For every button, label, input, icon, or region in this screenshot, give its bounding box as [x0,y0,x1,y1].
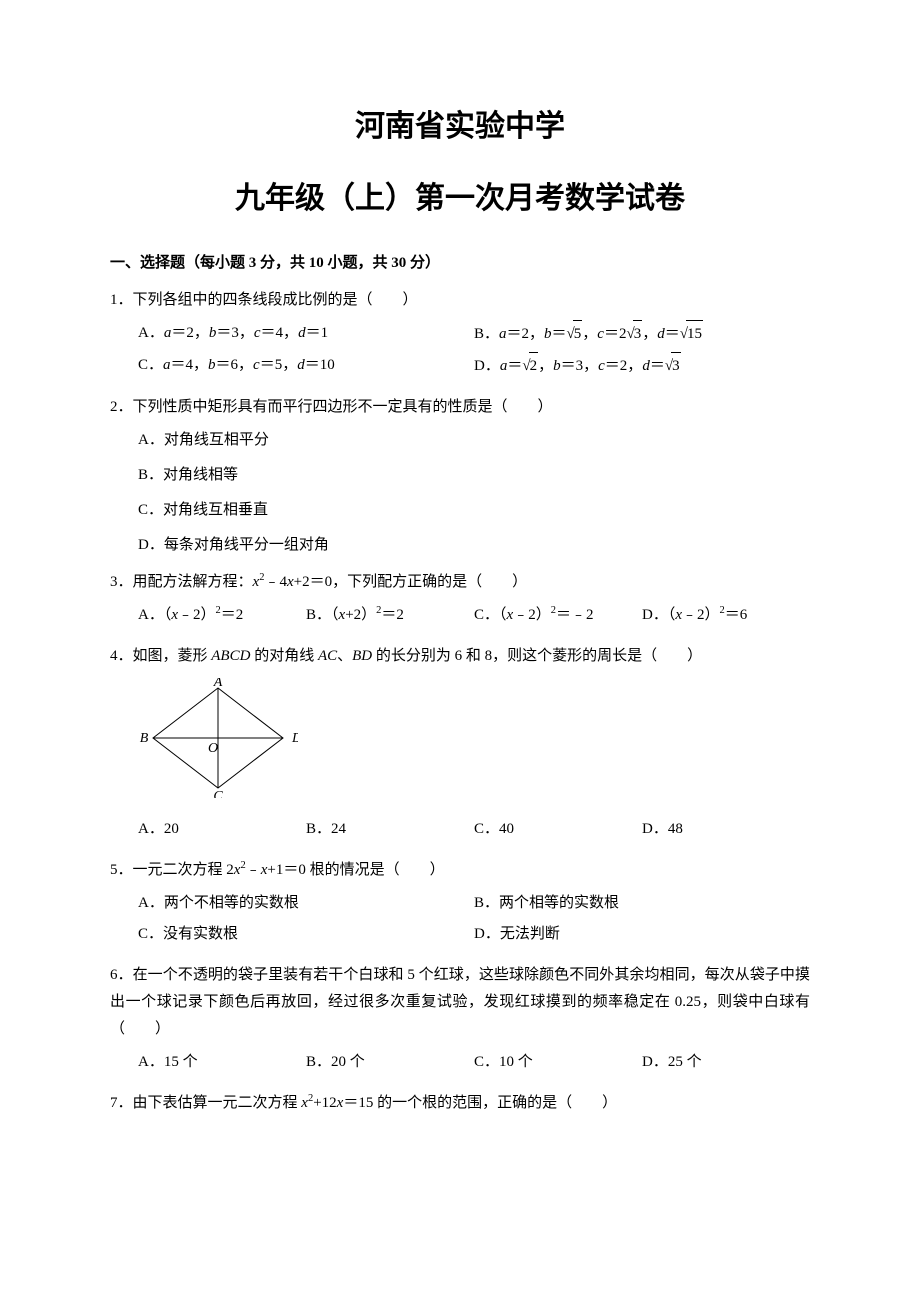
q4-option-d: D．48 [642,816,810,843]
question-1: 1．下列各组中的四条线段成比例的是（ ） A．a＝2，b＝3，c＝4，d＝1 B… [110,287,810,384]
q5-option-c: C．没有实数根 [138,921,474,948]
section-header: 一、选择题（每小题 3 分，共 10 小题，共 30 分） [110,250,810,277]
label-C: C [213,789,223,798]
q5-option-b: B．两个相等的实数根 [474,890,810,917]
q3-option-b: B．（x+2）2＝2 [306,602,474,629]
question-4: 4．如图，菱形 ABCD 的对角线 AC、BD 的长分别为 6 和 8，则这个菱… [110,643,810,847]
q1-option-d: D．a＝2，b＝3，c＝2，d＝3 [474,352,810,380]
q2-option-d: D．每条对角线平分一组对角 [138,532,810,559]
q5-option-d: D．无法判断 [474,921,810,948]
q3-stem: 3．用配方法解方程：x2﹣4x+2＝0，下列配方正确的是（ ） [110,569,810,596]
title-main: 河南省实验中学 [110,100,810,154]
q6-option-b: B．20 个 [306,1049,474,1076]
q4-option-a: A．20 [138,816,306,843]
question-2: 2．下列性质中矩形具有而平行四边形不一定具有的性质是（ ） A．对角线互相平分 … [110,394,810,559]
q4-option-b: B．24 [306,816,474,843]
q3-option-a: A．（x﹣2）2＝2 [138,602,306,629]
q4-rhombus-figure: A B C D O [110,678,810,808]
q4-stem: 4．如图，菱形 ABCD 的对角线 AC、BD 的长分别为 6 和 8，则这个菱… [110,643,810,670]
q1-option-c: C．a＝4，b＝6，c＝5，d＝10 [138,352,474,380]
q1-option-a: A．a＝2，b＝3，c＝4，d＝1 [138,320,474,348]
q6-stem: 6．在一个不透明的袋子里装有若干个白球和 5 个红球，这些球除颜色不同外其余均相… [110,962,810,1043]
q6-option-d: D．25 个 [642,1049,810,1076]
q2-option-c: C．对角线互相垂直 [138,497,810,524]
q1-option-b: B．a＝2，b＝5，c＝23，d＝15 [474,320,810,348]
q3-option-d: D．（x﹣2）2＝6 [642,602,810,629]
label-D: D [291,731,298,746]
question-6: 6．在一个不透明的袋子里装有若干个白球和 5 个红球，这些球除颜色不同外其余均相… [110,962,810,1080]
question-7: 7．由下表估算一元二次方程 x2+12x＝15 的一个根的范围，正确的是（ ） [110,1090,810,1117]
q7-stem: 7．由下表估算一元二次方程 x2+12x＝15 的一个根的范围，正确的是（ ） [110,1090,810,1117]
q6-option-a: A．15 个 [138,1049,306,1076]
q3-option-c: C．（x﹣2）2＝﹣2 [474,602,642,629]
title-sub: 九年级（上）第一次月考数学试卷 [110,172,810,226]
q5-stem: 5．一元二次方程 2x2﹣x+1＝0 根的情况是（ ） [110,857,810,884]
q2-option-b: B．对角线相等 [138,462,810,489]
q2-stem: 2．下列性质中矩形具有而平行四边形不一定具有的性质是（ ） [110,394,810,421]
q6-option-c: C．10 个 [474,1049,642,1076]
q4-option-c: C．40 [474,816,642,843]
label-B: B [140,731,149,746]
question-5: 5．一元二次方程 2x2﹣x+1＝0 根的情况是（ ） A．两个不相等的实数根 … [110,857,810,952]
q5-option-a: A．两个不相等的实数根 [138,890,474,917]
q1-stem: 1．下列各组中的四条线段成比例的是（ ） [110,287,810,314]
question-3: 3．用配方法解方程：x2﹣4x+2＝0，下列配方正确的是（ ） A．（x﹣2）2… [110,569,810,633]
q2-option-a: A．对角线互相平分 [138,427,810,454]
label-A: A [213,678,223,690]
label-O: O [208,741,218,756]
